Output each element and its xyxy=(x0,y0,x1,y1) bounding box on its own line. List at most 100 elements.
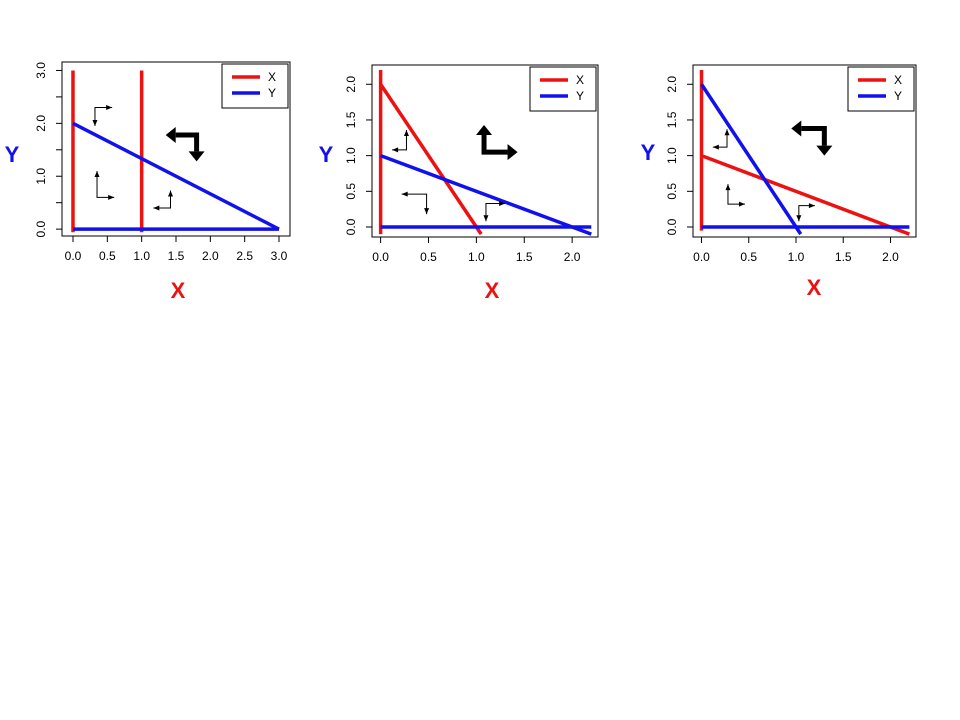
x-tick-label: 0.5 xyxy=(740,250,757,264)
series-lines xyxy=(699,69,911,236)
y-tick-label: 1.5 xyxy=(344,111,358,128)
x-tick-label: 0.0 xyxy=(372,250,389,264)
legend-box xyxy=(529,66,597,112)
y-tick-label: 1.0 xyxy=(665,147,679,164)
x-tick-label: 1.0 xyxy=(133,249,150,263)
flow-arrow-bold-head-v xyxy=(816,145,833,156)
flow-arrow-bold-head-h xyxy=(507,144,518,161)
legend-label-y: Y xyxy=(894,89,902,103)
x-tick-label: 2.5 xyxy=(236,249,253,263)
legend-label-x: X xyxy=(576,73,584,87)
flow-arrow-2-head-v xyxy=(92,119,98,126)
flow-arrow-2-head-h xyxy=(738,201,745,207)
plot-frame xyxy=(692,64,917,238)
flow-arrow-1-head-h xyxy=(712,144,719,150)
flow-arrow-3 xyxy=(796,203,815,222)
flow-arrow-2-head-v xyxy=(725,184,731,191)
flow-arrow-bold-shaft xyxy=(175,132,200,152)
flow-arrow-3-head-h xyxy=(153,205,160,211)
x-tick-label: 0.5 xyxy=(420,250,437,264)
y-tick-label: 2.0 xyxy=(34,115,48,132)
flow-arrow-1-head-v xyxy=(403,129,409,136)
flow-arrow-2-head-h xyxy=(106,104,113,110)
flow-arrow-3-head-h xyxy=(499,200,506,206)
y-tick-label: 1.0 xyxy=(34,168,48,185)
y-tick-label: 0.0 xyxy=(344,218,358,235)
flow-arrow-3 xyxy=(483,200,506,222)
y-tick-label: 0.0 xyxy=(34,220,48,237)
y-tick-label: 1.0 xyxy=(344,147,358,164)
y-axis-title: Y xyxy=(5,142,20,167)
flow-arrow-bold-head-v xyxy=(476,124,493,135)
flow-arrow-1-head-h xyxy=(108,194,115,200)
flow-arrow-2-shaft xyxy=(94,106,113,126)
series-y-line-2 xyxy=(380,153,592,236)
x-tick-label: 0.0 xyxy=(693,250,710,264)
legend-box xyxy=(221,63,289,109)
flow-arrow-1-shaft xyxy=(392,129,407,151)
flow-arrow-bold xyxy=(165,126,205,162)
flow-arrow-bold-head-h xyxy=(791,120,802,137)
x-tick-label: 1.0 xyxy=(468,250,485,264)
flow-arrow-3-head-v xyxy=(796,215,802,222)
flow-arrow-bold-head-v xyxy=(188,151,205,162)
flow-arrow-bold-head-h xyxy=(165,126,176,143)
x-tick-label: 2.0 xyxy=(882,250,899,264)
y-tick-label: 2.0 xyxy=(665,76,679,93)
legend: XY xyxy=(847,66,915,112)
series-x-line-2 xyxy=(700,154,911,236)
flow-arrow-1-head-h xyxy=(392,147,399,153)
y-tick-label: 1.5 xyxy=(665,111,679,128)
legend-box xyxy=(847,66,915,112)
flow-arrow-bold xyxy=(791,120,833,156)
y-tick-label: 0.5 xyxy=(665,183,679,200)
y-tick-label: 3.0 xyxy=(34,62,48,79)
flow-arrow-3-shaft xyxy=(485,202,506,222)
flow-arrow-1-shaft xyxy=(712,129,728,148)
plot-frame xyxy=(371,64,599,238)
legend-label-y: Y xyxy=(268,86,276,100)
flow-arrow-3-head-v xyxy=(483,215,489,222)
y-tick-label: 0.5 xyxy=(344,183,358,200)
x-tick-label: 1.5 xyxy=(168,249,185,263)
flow-arrow-3-head-h xyxy=(808,203,815,209)
y-tick-label: 0.0 xyxy=(665,218,679,235)
y-axis-title: Y xyxy=(319,142,334,167)
x-axis-title: X xyxy=(485,278,500,303)
flow-arrow-bold-shaft xyxy=(481,134,508,155)
x-tick-label: 0.0 xyxy=(65,249,82,263)
legend-label-x: X xyxy=(268,70,276,84)
legend: XY xyxy=(529,66,597,112)
flow-arrow-3-shaft xyxy=(153,190,172,209)
flow-arrow-2-shaft xyxy=(401,193,428,215)
x-tick-label: 2.0 xyxy=(564,250,581,264)
x-tick-label: 1.0 xyxy=(788,250,805,264)
flow-arrow-bold xyxy=(476,124,518,161)
flow-arrow-2 xyxy=(401,191,430,215)
series-y-line-2 xyxy=(72,121,280,231)
x-tick-label: 1.5 xyxy=(835,250,852,264)
y-tick-label: 2.0 xyxy=(344,76,358,93)
flow-arrow-3-head-v xyxy=(168,190,174,197)
series-x-line-2 xyxy=(379,83,483,236)
flow-arrow-1 xyxy=(712,129,730,150)
flow-arrow-2 xyxy=(725,184,745,207)
flow-arrow-1 xyxy=(392,129,409,153)
flow-arrow-2-shaft xyxy=(727,184,745,205)
x-tick-label: 1.5 xyxy=(516,250,533,264)
flow-arrow-2-head-v xyxy=(424,208,430,215)
x-tick-label: 0.5 xyxy=(99,249,116,263)
flow-arrow-1-head-v xyxy=(724,129,730,136)
flow-arrow-1 xyxy=(94,170,115,200)
x-tick-label: 2.0 xyxy=(202,249,219,263)
x-tick-label: 3.0 xyxy=(271,249,288,263)
flow-arrow-1-shaft xyxy=(96,170,115,198)
flow-arrow-bold-shaft xyxy=(801,126,827,146)
flow-arrow-3 xyxy=(153,190,174,211)
flow-arrow-2 xyxy=(92,104,113,126)
series-y-line-2 xyxy=(700,83,803,236)
